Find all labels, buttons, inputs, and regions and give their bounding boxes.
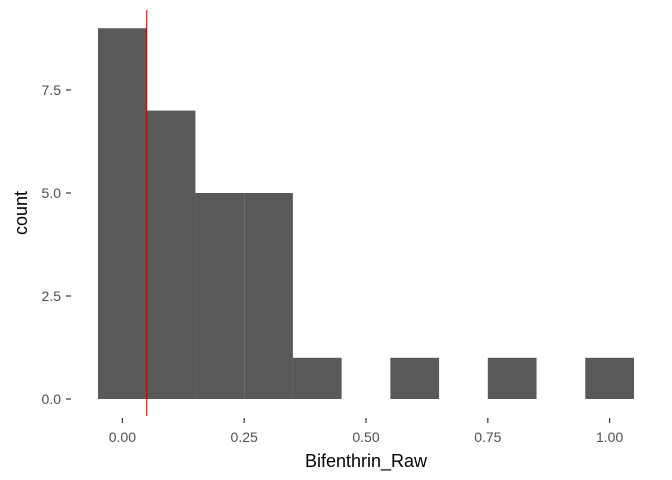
x-tick-label: 0.25 — [231, 429, 258, 445]
y-axis: 0.0 2.5 5.0 7.5 — [42, 82, 71, 407]
y-tick-label: 5.0 — [42, 185, 62, 201]
y-axis-title: count — [11, 191, 31, 235]
x-axis: 0.00 0.25 0.50 0.75 1.00 — [109, 418, 623, 445]
histogram-bar — [244, 193, 293, 399]
histogram-bars — [98, 28, 634, 399]
histogram-bar — [390, 357, 440, 399]
histogram-bar — [98, 28, 147, 399]
histogram-bar — [292, 357, 342, 399]
x-axis-title: Bifenthrin_Raw — [305, 451, 428, 472]
histogram-bar — [585, 357, 634, 399]
histogram-bar — [487, 357, 537, 399]
y-tick-label: 0.0 — [42, 391, 62, 407]
histogram-bar — [195, 193, 245, 399]
x-tick-label: 0.50 — [352, 429, 379, 445]
y-tick-label: 7.5 — [42, 82, 62, 98]
x-tick-label: 0.00 — [109, 429, 136, 445]
x-tick-label: 0.75 — [474, 429, 501, 445]
x-tick-label: 1.00 — [596, 429, 623, 445]
y-tick-label: 2.5 — [42, 288, 62, 304]
histogram-bar — [146, 110, 196, 399]
